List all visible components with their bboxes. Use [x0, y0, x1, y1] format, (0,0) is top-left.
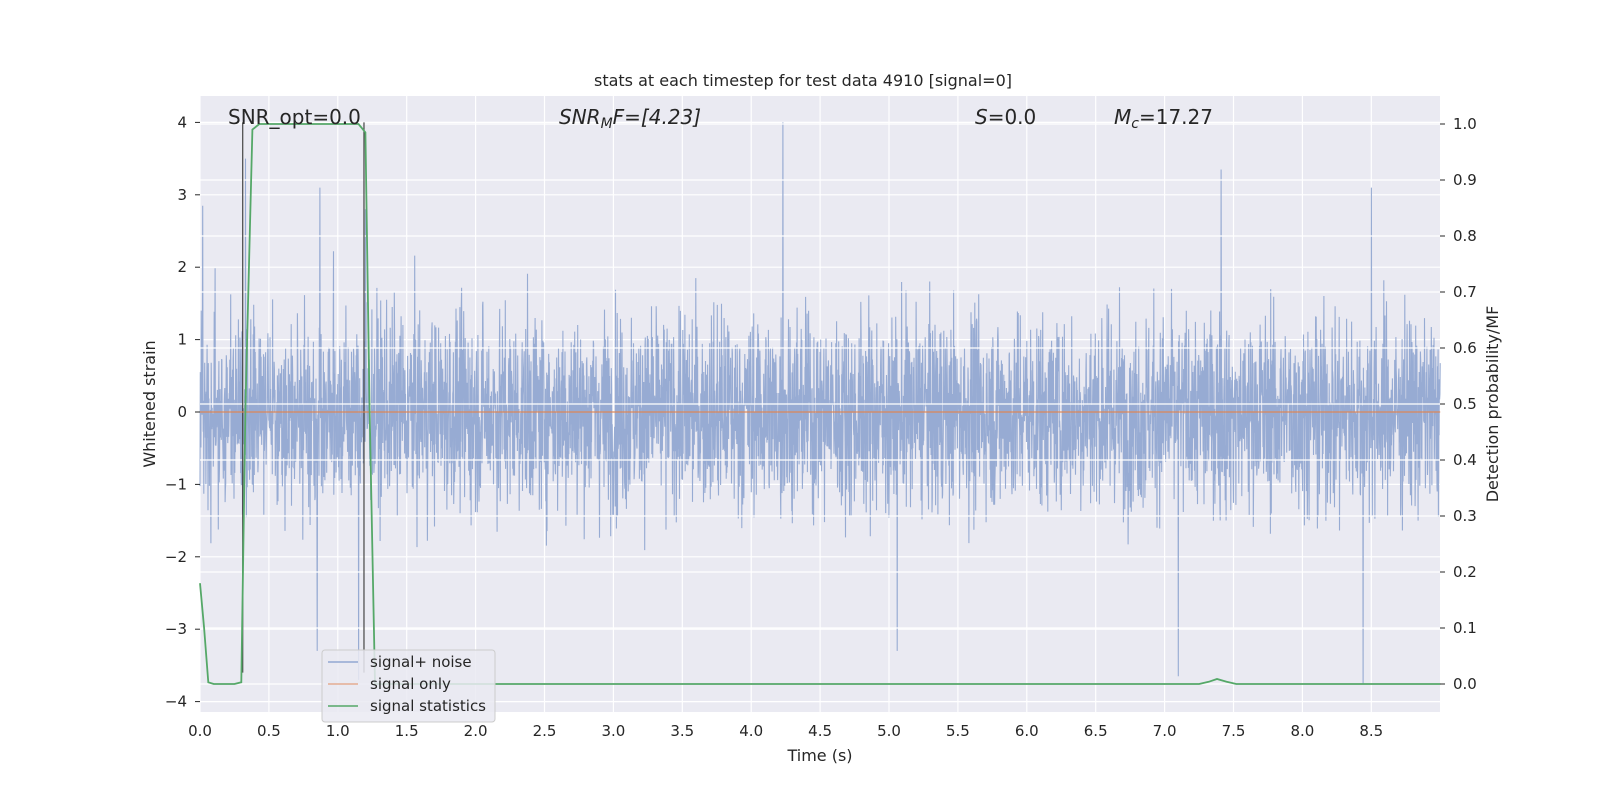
x-tick-label-15: 7.5	[1222, 722, 1246, 740]
y-tick-label-0: 4	[177, 113, 187, 131]
y-right-tick-label-0: 1.0	[1453, 115, 1477, 133]
y-right-tick-label-7: 0.3	[1453, 507, 1477, 525]
x-tick-label-3: 1.5	[395, 722, 419, 740]
y-right-tick-label-1: 0.9	[1453, 171, 1477, 189]
y-tick-label-1: 3	[177, 186, 187, 204]
y-right-tick-label-4: 0.6	[1453, 339, 1477, 357]
signal-statistics-line	[199, 123, 1441, 685]
x-tick-label-2: 1.0	[326, 722, 350, 740]
x-tick-label-16: 8.0	[1290, 722, 1314, 740]
legend-label-signal-statistics: signal statistics	[370, 697, 486, 715]
x-axis-label: Time (s)	[786, 746, 852, 765]
y-right-tick-label-9: 0.1	[1453, 619, 1477, 637]
y-axis-right-ticks: 1.0 0.9 0.8 0.7 0.6 0.5 0.4 0.3 0.2 0.1 0.0	[1440, 115, 1477, 693]
x-tick-label-11: 5.5	[946, 722, 970, 740]
x-tick-label-10: 5.0	[877, 722, 901, 740]
x-tick-label-8: 4.0	[739, 722, 763, 740]
y-right-tick-label-2: 0.8	[1453, 227, 1477, 245]
chart-title: stats at each timestep for test data 491…	[594, 71, 1012, 90]
signal-noise-line	[199, 122, 1441, 684]
x-tick-label-17: 8.5	[1359, 722, 1383, 740]
annotation-mc: Mc=17.27	[1114, 105, 1213, 132]
legend-label-signal-noise: signal+ noise	[370, 653, 472, 671]
y-axis-label-left: Whitened strain	[140, 340, 159, 467]
annotation-snr-opt: SNR_opt=0.0	[228, 105, 361, 129]
x-tick-label-14: 7.0	[1153, 722, 1177, 740]
y-tick-label-6: −2	[165, 548, 187, 566]
y-tick-label-2: 2	[177, 258, 187, 276]
signal-noise-series	[199, 122, 1441, 684]
legend-label-signal-only: signal only	[370, 675, 451, 693]
x-tick-label-0: 0.0	[188, 722, 212, 740]
y-axis-left-ticks: 4 3 2 1 0 −1 −2 −3 −4	[165, 113, 200, 711]
y-axis-label-right: Detection probability/MF	[1483, 306, 1502, 503]
y-right-tick-label-6: 0.4	[1453, 451, 1477, 469]
y-right-tick-label-3: 0.7	[1453, 283, 1477, 301]
x-tick-label-6: 3.0	[601, 722, 625, 740]
x-tick-label-9: 4.5	[808, 722, 832, 740]
x-axis-ticks: 0.0 0.5 1.0 1.5 2.0 2.5 3.0 3.5 4.0 4.5 5.0 5.5 6.0 6…	[188, 722, 1383, 740]
y-right-tick-label-10: 0.0	[1453, 675, 1477, 693]
signal-statistics-series	[199, 123, 1441, 685]
x-tick-label-13: 6.5	[1084, 722, 1108, 740]
x-tick-label-12: 6.0	[1015, 722, 1039, 740]
y-right-tick-label-5: 0.5	[1453, 395, 1477, 413]
y-tick-label-8: −4	[165, 693, 187, 711]
annotation-snr-mf: SNRMF=[4.23]	[559, 105, 701, 132]
x-tick-label-4: 2.0	[464, 722, 488, 740]
legend: signal+ noise signal only signal statist…	[321, 649, 496, 723]
y-tick-label-3: 1	[177, 331, 187, 349]
y-right-tick-label-8: 0.2	[1453, 563, 1477, 581]
y-tick-label-4: 0	[177, 403, 187, 421]
y-tick-label-7: −3	[165, 620, 187, 638]
annotation-s: S=0.0	[975, 105, 1036, 129]
legend-box	[321, 649, 496, 723]
x-tick-label-1: 0.5	[257, 722, 281, 740]
x-tick-label-5: 2.5	[533, 722, 557, 740]
x-tick-label-7: 3.5	[670, 722, 694, 740]
y-tick-label-5: −1	[165, 475, 187, 493]
